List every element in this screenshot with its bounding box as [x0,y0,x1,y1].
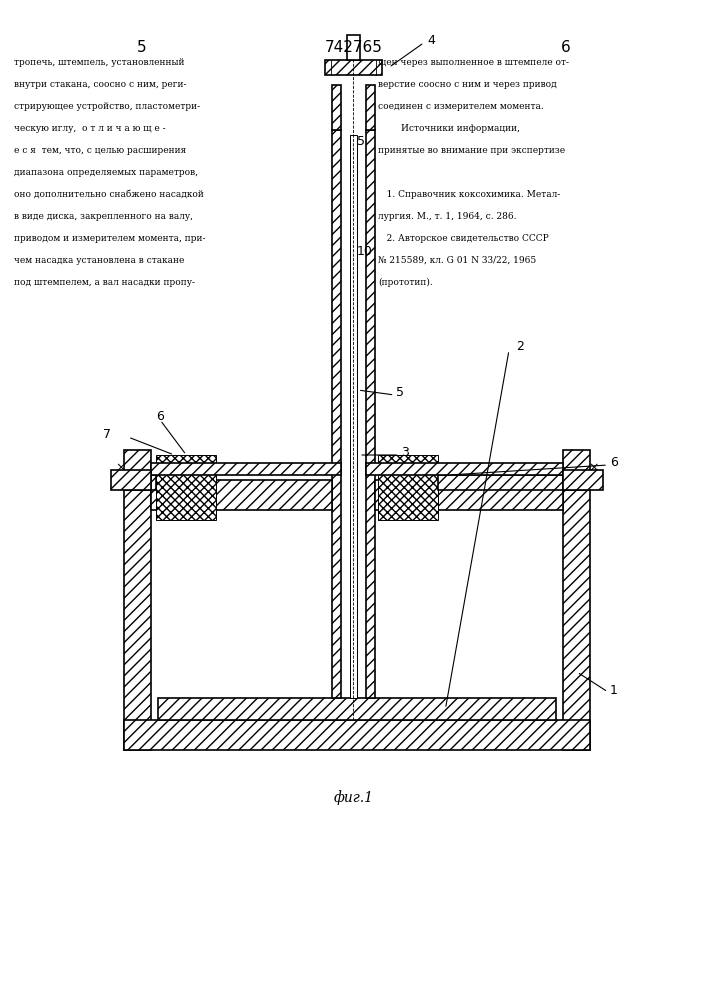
Text: диапазона определяемых параметров,: диапазона определяемых параметров, [14,168,198,177]
Text: оно дополнительно снабжено насадкой: оно дополнительно снабжено насадкой [14,190,204,199]
Polygon shape [156,455,216,520]
Bar [347,35,360,60]
Polygon shape [124,490,151,750]
Polygon shape [332,130,341,698]
Text: 3: 3 [402,446,409,458]
Polygon shape [563,450,590,490]
Text: 742765: 742765 [325,40,382,55]
Polygon shape [332,85,341,130]
Text: внутри стакана, соосно с ним, реги-: внутри стакана, соосно с ним, реги- [14,80,187,89]
Text: Источники информации,: Источники информации, [378,124,520,133]
Text: 6: 6 [156,410,165,424]
Text: в виде диска, закрепленного на валу,: в виде диска, закрепленного на валу, [14,212,193,221]
Text: № 215589, кл. G 01 N 33/22, 1965: № 215589, кл. G 01 N 33/22, 1965 [378,256,537,265]
Text: ×: × [589,461,599,474]
Bar [350,135,357,698]
Polygon shape [366,130,375,698]
Text: ×: × [115,461,125,474]
Text: фиг.1: фиг.1 [334,790,373,805]
Polygon shape [563,470,603,490]
Text: (прототип).: (прототип). [378,278,433,287]
Text: 7: 7 [103,428,111,442]
Text: приводом и измерителем момента, при-: приводом и измерителем момента, при- [14,234,206,243]
Text: 6: 6 [610,456,618,470]
Text: тропечь, штемпель, установленный: тропечь, штемпель, установленный [14,58,185,67]
Polygon shape [151,475,156,490]
Text: верстие соосно с ним и через привод: верстие соосно с ним и через привод [378,80,557,89]
Polygon shape [563,490,590,750]
Polygon shape [378,455,438,520]
Polygon shape [151,480,332,510]
Polygon shape [151,463,341,475]
Text: чем насадка установлена в стакане: чем насадка установлена в стакане [14,256,185,265]
Text: 5: 5 [136,40,146,55]
Text: 2. Авторское свидетельство СССР: 2. Авторское свидетельство СССР [378,234,549,243]
Polygon shape [375,480,563,510]
Text: 2: 2 [516,340,524,354]
Text: 5: 5 [396,385,404,398]
Text: 5: 5 [357,135,365,148]
Polygon shape [124,450,151,490]
Polygon shape [111,470,151,490]
Text: соединен с измерителем момента.: соединен с измерителем момента. [378,102,544,111]
Text: 6: 6 [561,40,571,55]
Polygon shape [124,720,590,750]
Polygon shape [366,463,563,475]
Text: 1. Справочник коксохимика. Метал-: 1. Справочник коксохимика. Метал- [378,190,561,199]
Text: принятые во внимание при экспертизе: принятые во внимание при экспертизе [378,146,566,155]
Polygon shape [325,60,382,75]
Text: 10: 10 [357,245,373,258]
Polygon shape [438,475,563,490]
Text: е с я  тем, что, с целью расширения: е с я тем, что, с целью расширения [14,146,187,155]
Text: под штемпелем, а вал насадки пропу-: под штемпелем, а вал насадки пропу- [14,278,195,287]
Polygon shape [158,698,556,720]
Text: лургия. М., т. 1, 1964, с. 286.: лургия. М., т. 1, 1964, с. 286. [378,212,517,221]
Text: 1: 1 [610,684,618,696]
Text: ческую иглу,  о т л и ч а ю щ е -: ческую иглу, о т л и ч а ю щ е - [14,124,165,133]
Text: щен через выполненное в штемпеле от-: щен через выполненное в штемпеле от- [378,58,569,67]
Polygon shape [366,85,375,130]
Text: стрирующее устройство, пластометри-: стрирующее устройство, пластометри- [14,102,200,111]
Text: 4: 4 [428,34,436,47]
